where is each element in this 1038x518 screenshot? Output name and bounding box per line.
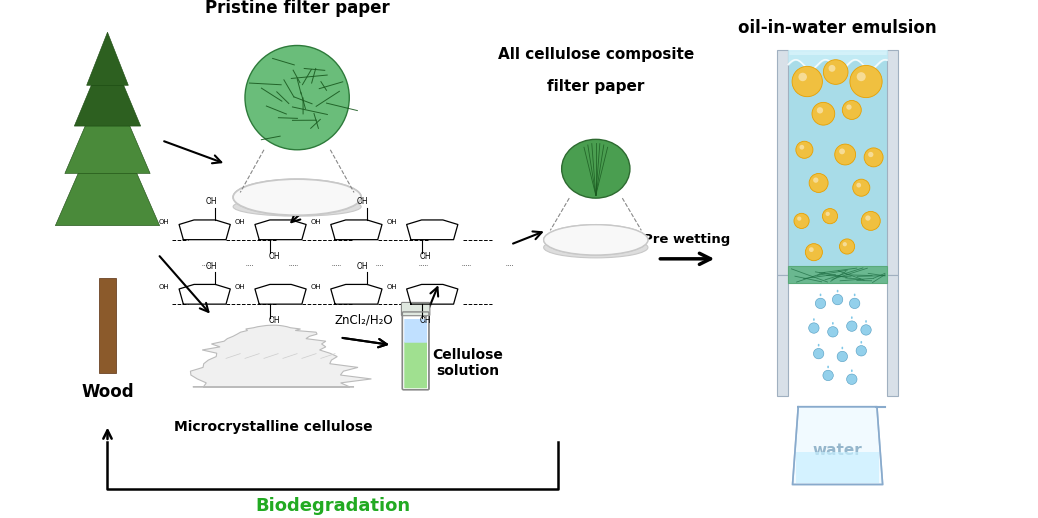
Polygon shape [86,32,129,85]
Text: Pre wetting: Pre wetting [644,233,731,247]
Circle shape [810,174,828,193]
Circle shape [809,247,814,252]
Ellipse shape [544,225,648,255]
Text: water: water [813,443,863,458]
Text: All cellulose composite: All cellulose composite [497,48,694,63]
Circle shape [853,179,870,196]
Circle shape [849,298,859,309]
Ellipse shape [562,139,630,198]
Circle shape [837,351,848,362]
Text: OH: OH [235,284,245,290]
Circle shape [812,103,835,125]
Text: OH: OH [235,220,245,225]
Circle shape [799,145,804,150]
Circle shape [866,215,871,221]
Text: OH: OH [310,220,322,225]
Circle shape [856,72,866,81]
FancyBboxPatch shape [99,278,116,372]
FancyBboxPatch shape [403,312,429,390]
Text: OH: OH [269,316,280,325]
Circle shape [817,107,823,113]
Circle shape [827,327,838,337]
Polygon shape [793,407,882,484]
Text: OH: OH [206,197,217,206]
Text: Pristine filter paper: Pristine filter paper [204,0,389,17]
Circle shape [832,294,843,305]
Polygon shape [75,47,141,126]
Circle shape [864,148,883,167]
Ellipse shape [234,179,361,215]
Text: OH: OH [159,284,169,290]
Circle shape [823,370,834,381]
Polygon shape [796,452,879,483]
FancyBboxPatch shape [404,319,427,343]
Circle shape [861,325,871,335]
Text: Cellulose
solution: Cellulose solution [433,348,503,378]
Bar [788,55,886,272]
Circle shape [809,323,819,333]
Text: OH: OH [420,252,432,261]
Circle shape [796,141,813,159]
Polygon shape [190,325,372,387]
Text: OH: OH [357,197,368,206]
Text: OH: OH [159,220,169,225]
Circle shape [828,65,836,72]
Circle shape [797,217,801,221]
Text: filter paper: filter paper [547,79,645,94]
Ellipse shape [234,197,361,216]
Ellipse shape [544,225,648,255]
Text: OH: OH [386,284,398,290]
Circle shape [813,178,818,183]
Circle shape [856,183,862,188]
Circle shape [245,46,349,150]
Circle shape [815,298,826,309]
Ellipse shape [544,237,648,258]
Circle shape [814,349,824,359]
FancyBboxPatch shape [404,342,427,388]
FancyBboxPatch shape [776,50,788,275]
Bar [788,266,886,283]
Text: OH: OH [420,316,432,325]
Text: Wood: Wood [81,383,134,400]
Circle shape [792,66,822,97]
Circle shape [847,374,857,384]
Circle shape [850,65,882,97]
Circle shape [825,212,829,216]
Circle shape [842,100,862,120]
Circle shape [805,243,822,261]
Text: OH: OH [269,252,280,261]
FancyBboxPatch shape [402,303,430,315]
Polygon shape [55,106,160,226]
Text: Microcrystalline cellulose: Microcrystalline cellulose [174,420,373,434]
Circle shape [846,105,851,110]
FancyBboxPatch shape [886,275,898,396]
Circle shape [823,60,848,84]
Circle shape [798,73,807,81]
Circle shape [839,149,845,154]
Circle shape [856,346,867,356]
Circle shape [840,239,854,254]
Circle shape [822,209,838,224]
Text: OH: OH [310,284,322,290]
Text: oil-in-water emulsion: oil-in-water emulsion [738,19,937,37]
Text: OH: OH [357,262,368,270]
FancyBboxPatch shape [776,275,788,396]
Circle shape [847,321,857,332]
Circle shape [835,144,855,165]
Polygon shape [64,74,151,174]
Text: Biodegradation: Biodegradation [255,497,410,515]
Ellipse shape [234,179,361,215]
Circle shape [862,211,880,231]
FancyBboxPatch shape [886,50,898,275]
Text: OH: OH [206,262,217,270]
Text: ZnCl₂/H₂O: ZnCl₂/H₂O [334,314,392,327]
Circle shape [868,152,873,157]
Text: OH: OH [386,220,398,225]
Circle shape [794,213,810,228]
Circle shape [843,242,847,247]
